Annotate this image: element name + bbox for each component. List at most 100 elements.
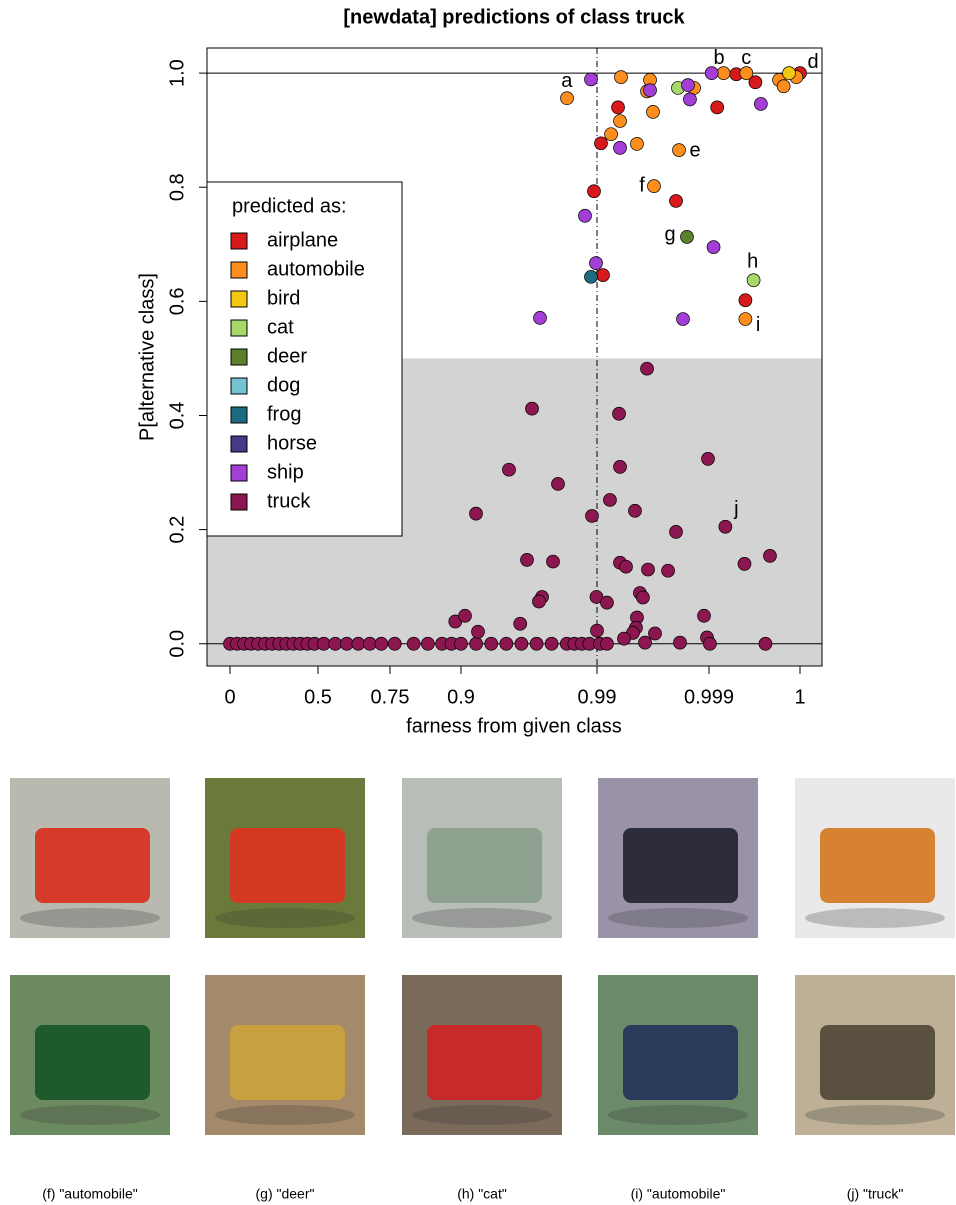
point xyxy=(502,462,516,477)
image-shadow xyxy=(20,1105,160,1125)
point xyxy=(560,91,574,106)
point xyxy=(636,590,650,605)
x-tick-label: 0.9 xyxy=(447,686,475,708)
point xyxy=(546,554,560,569)
point xyxy=(499,636,514,651)
point xyxy=(589,256,603,270)
point xyxy=(704,66,719,80)
point xyxy=(669,194,683,208)
point xyxy=(529,636,544,651)
chart-title: [newdata] predictions of class truck xyxy=(343,6,685,28)
point xyxy=(351,636,366,651)
legend-label: deer xyxy=(267,345,307,367)
point xyxy=(680,230,694,244)
point xyxy=(551,477,565,491)
point xyxy=(739,66,754,80)
point xyxy=(339,636,354,651)
legend-swatch xyxy=(230,348,248,366)
point xyxy=(613,141,627,155)
point xyxy=(589,590,604,604)
image-shadow xyxy=(20,908,160,928)
image-subject xyxy=(820,1025,935,1100)
point xyxy=(706,240,721,255)
point xyxy=(748,75,763,90)
legend-label: horse xyxy=(267,432,317,454)
point xyxy=(758,636,773,651)
legend-swatch xyxy=(230,406,248,424)
annotation: j xyxy=(733,498,738,520)
image-caption: (i) "automobile" xyxy=(631,1186,726,1202)
image-subject xyxy=(230,828,345,903)
point xyxy=(718,519,733,534)
image-caption: (f) "automobile" xyxy=(42,1186,138,1202)
point xyxy=(673,635,687,650)
image-thumbnail xyxy=(402,975,562,1135)
point xyxy=(763,549,777,563)
annotation: g xyxy=(664,223,675,245)
image-thumbnail xyxy=(205,975,365,1135)
legend-label: ship xyxy=(267,461,304,483)
image-subject xyxy=(230,1025,345,1100)
image-thumbnail xyxy=(205,778,365,938)
point xyxy=(513,616,528,631)
image-thumbnail xyxy=(795,975,955,1135)
y-tick-label: 0.8 xyxy=(166,173,188,201)
legend-swatch xyxy=(230,232,248,250)
legend-swatch xyxy=(230,261,248,279)
legend-swatch xyxy=(230,377,248,395)
point xyxy=(544,636,559,651)
point xyxy=(454,636,468,651)
x-tick-label: 1 xyxy=(794,686,805,708)
image-shadow xyxy=(412,1105,552,1125)
point xyxy=(672,143,686,157)
point xyxy=(421,636,435,651)
point xyxy=(525,401,539,416)
image-thumbnail xyxy=(402,778,562,938)
point xyxy=(697,608,711,623)
image-subject xyxy=(35,1025,150,1100)
legend-label: cat xyxy=(267,316,294,338)
point xyxy=(619,559,633,574)
point xyxy=(316,636,331,651)
point xyxy=(641,562,655,577)
image-shadow xyxy=(215,1105,355,1125)
point xyxy=(469,506,483,521)
point xyxy=(406,636,421,651)
point xyxy=(647,179,661,193)
point xyxy=(612,406,626,421)
annotation: f xyxy=(639,174,645,196)
point xyxy=(643,83,657,98)
point xyxy=(600,595,614,610)
point xyxy=(613,114,627,128)
point xyxy=(458,608,472,623)
image-shadow xyxy=(608,908,748,928)
point xyxy=(603,493,617,507)
point xyxy=(776,79,791,94)
x-tick-label: 0.75 xyxy=(371,686,410,708)
annotation: d xyxy=(807,51,818,73)
point xyxy=(587,184,601,199)
image-caption: (g) "deer" xyxy=(256,1186,315,1202)
point xyxy=(585,509,599,523)
point xyxy=(578,208,592,223)
point xyxy=(710,100,725,115)
point xyxy=(328,636,343,651)
point xyxy=(617,631,631,646)
point xyxy=(738,293,753,308)
image-thumbnail xyxy=(10,778,170,938)
point xyxy=(374,636,389,651)
image-shadow xyxy=(215,908,355,928)
point xyxy=(596,268,610,282)
legend-label: automobile xyxy=(267,258,365,280)
point xyxy=(604,127,618,142)
point xyxy=(683,92,697,107)
point xyxy=(514,636,529,651)
point xyxy=(533,311,547,325)
point xyxy=(628,503,642,518)
point xyxy=(613,459,627,474)
annotation: a xyxy=(561,70,573,92)
point xyxy=(737,557,752,571)
point xyxy=(746,273,761,288)
point xyxy=(584,269,598,284)
x-axis-label: farness from given class xyxy=(406,715,622,737)
